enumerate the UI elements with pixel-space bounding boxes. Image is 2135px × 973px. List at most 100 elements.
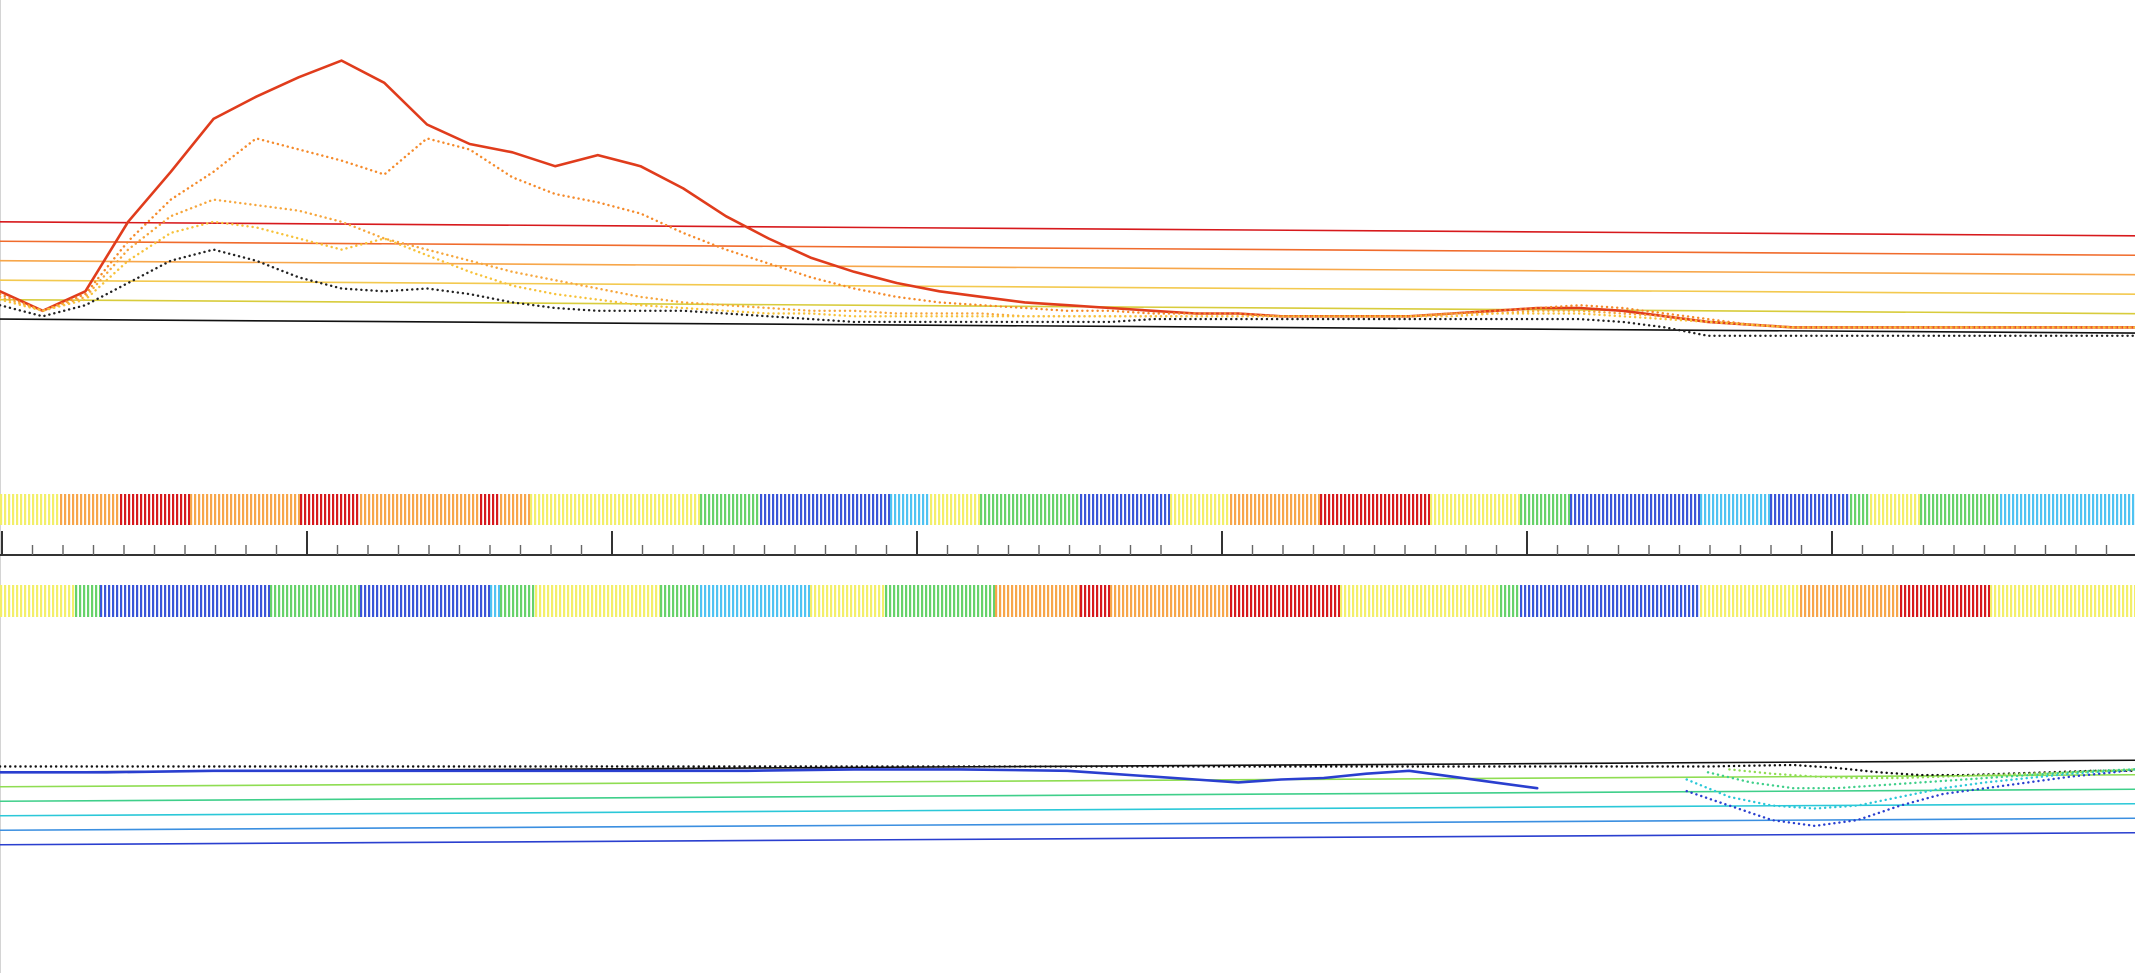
band-stripe	[48, 494, 51, 525]
band-stripe	[1134, 585, 1137, 617]
band-stripe	[368, 585, 371, 617]
threshold-line-1	[0, 240, 2135, 257]
band-stripe	[332, 494, 335, 525]
band-stripe	[804, 494, 807, 525]
band-stripe	[198, 494, 201, 525]
band-stripe	[1242, 585, 1245, 617]
band-stripe	[1356, 494, 1359, 525]
band-stripe	[1408, 494, 1411, 525]
band-segment-22	[1990, 585, 2135, 617]
band-stripe	[372, 494, 375, 525]
band-stripe	[1004, 494, 1007, 525]
band-stripe	[607, 585, 610, 617]
band-segment-25	[1920, 494, 1999, 525]
band-stripe	[1306, 494, 1309, 525]
band-stripe	[75, 585, 78, 617]
band-stripe	[1700, 494, 1703, 525]
band-segment-7	[535, 585, 662, 617]
band-stripe	[961, 585, 964, 617]
band-stripe	[2044, 494, 2047, 525]
band-stripe	[1580, 585, 1583, 617]
band-stripe	[862, 585, 865, 617]
band-stripe	[2018, 585, 2021, 617]
signal-series-0	[0, 763, 2135, 777]
band-stripe	[2116, 494, 2119, 525]
band-stripe	[989, 585, 992, 617]
threshold-line-5	[0, 831, 2135, 846]
band-stripe	[744, 585, 747, 617]
band-stripe	[1964, 585, 1967, 617]
band-stripe	[456, 585, 459, 617]
band-stripe	[611, 585, 614, 617]
band-stripe	[2082, 585, 2085, 617]
band-segment-0	[0, 494, 59, 525]
band-stripe	[324, 494, 327, 525]
band-stripe	[1412, 585, 1415, 617]
band-stripe	[1848, 585, 1851, 617]
band-stripe	[1442, 494, 1445, 525]
band-stripe	[1051, 585, 1054, 617]
signal-series-3	[1685, 768, 2135, 810]
band-stripe	[1890, 494, 1893, 525]
band-stripe	[1924, 585, 1927, 617]
band-stripe	[236, 585, 239, 617]
band-stripe	[1356, 585, 1359, 617]
band-stripe	[1003, 585, 1006, 617]
band-segment-8	[530, 494, 701, 525]
band-stripe	[1828, 585, 1831, 617]
band-stripe	[1760, 494, 1763, 525]
band-stripe	[882, 585, 885, 617]
band-stripe	[543, 585, 546, 617]
band-stripe	[1214, 585, 1217, 617]
band-segment-4	[300, 494, 359, 525]
band-stripe	[776, 585, 779, 617]
band-stripe	[909, 585, 912, 617]
band-stripe	[60, 494, 63, 525]
band-stripe	[238, 494, 241, 525]
band-stripe	[242, 494, 245, 525]
band-stripe	[1780, 585, 1783, 617]
band-stripe	[788, 585, 791, 617]
band-stripe	[586, 494, 589, 525]
band-stripe	[842, 585, 845, 617]
band-stripe	[500, 494, 503, 525]
band-stripe	[392, 494, 395, 525]
band-stripe	[1384, 585, 1387, 617]
band-stripe	[120, 585, 123, 617]
band-stripe	[520, 585, 523, 617]
band-stripe	[266, 494, 269, 525]
band-stripe	[1576, 585, 1579, 617]
band-stripe	[202, 494, 205, 525]
band-stripe	[52, 585, 55, 617]
band-stripe	[615, 585, 618, 617]
band-stripe	[978, 494, 981, 525]
band-stripe	[678, 494, 681, 525]
band-segment-7	[500, 494, 531, 525]
band-stripe	[728, 585, 731, 617]
band-stripe	[619, 585, 622, 617]
band-stripe	[1348, 494, 1351, 525]
band-stripe	[858, 585, 861, 617]
band-stripe	[112, 585, 115, 617]
band-stripe	[1198, 585, 1201, 617]
band-stripe	[1384, 494, 1387, 525]
band-stripe	[1514, 494, 1517, 525]
band-stripe	[692, 585, 695, 617]
band-stripe	[1092, 585, 1095, 617]
band-stripe	[890, 494, 893, 525]
band-stripe	[1568, 585, 1571, 617]
band-stripe	[796, 585, 799, 617]
band-stripe	[304, 494, 307, 525]
signal-series-4	[0, 248, 2135, 337]
band-stripe	[1976, 585, 1979, 617]
band-stripe	[1940, 585, 1943, 617]
band-stripe	[1332, 494, 1335, 525]
band-stripe	[2004, 494, 2007, 525]
band-stripe	[1298, 585, 1301, 617]
band-stripe	[1424, 585, 1427, 617]
band-stripe	[274, 494, 277, 525]
band-stripe	[1906, 494, 1909, 525]
band-stripe	[732, 585, 735, 617]
band-stripe	[1608, 585, 1611, 617]
band-stripe	[212, 585, 215, 617]
